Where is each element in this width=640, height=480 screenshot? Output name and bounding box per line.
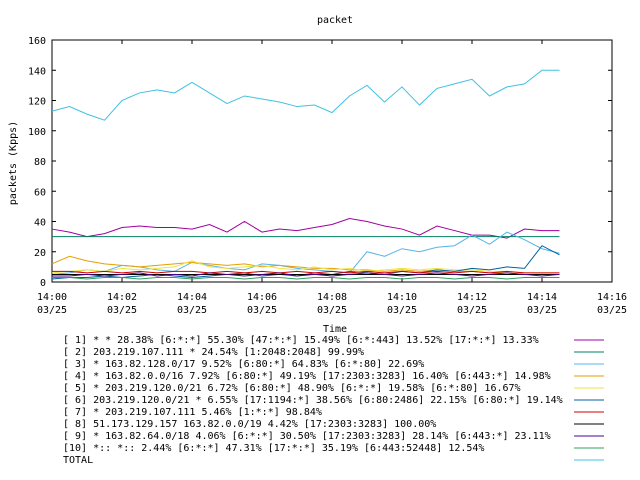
legend-entry-label: [ 6] 203.219.120.0/21 * 6.55% [17:1194:*… <box>63 395 563 406</box>
series-line <box>51 69 560 121</box>
x-tick-label-date: 03/25 <box>317 305 347 316</box>
legend-entry-label: [10] *:: *:: 2.44% [6:*:*] 47.31% [17:*:… <box>63 443 484 454</box>
x-tick-label-time: 14:14 <box>527 292 557 303</box>
y-tick-label: 120 <box>28 97 46 108</box>
y-tick-label: 20 <box>34 248 46 259</box>
x-tick-label-time: 14:02 <box>107 292 137 303</box>
series-line <box>52 270 560 274</box>
x-tick-label-date: 03/25 <box>597 305 627 316</box>
x-tick-label-date: 03/25 <box>107 305 137 316</box>
x-tick-label-time: 14:16 <box>597 292 627 303</box>
legend-entry-label: [ 8] 51.173.129.157 163.82.0.0/19 4.42% … <box>63 419 436 430</box>
y-tick-label: 60 <box>34 187 46 198</box>
x-tick-label-date: 03/25 <box>527 305 557 316</box>
legend-entry-label: [ 5] * 203.219.120.0/21 6.72% [6:80:*] 4… <box>63 383 521 394</box>
y-tick-label: 80 <box>34 157 46 168</box>
series-line <box>52 276 560 280</box>
series-line <box>51 217 560 239</box>
chart-title: packet <box>317 15 353 26</box>
x-tick-label-time: 14:08 <box>317 292 347 303</box>
y-tick-label: 40 <box>34 218 46 229</box>
x-tick-label-time: 14:00 <box>37 292 67 303</box>
x-axis-label: Time <box>323 324 347 335</box>
legend-entry-label: [ 2] 203.219.107.111 * 24.54% [1:2048:20… <box>63 347 364 358</box>
x-tick-label-time: 14:10 <box>387 292 417 303</box>
y-tick-label: 0 <box>40 278 46 289</box>
plot-frame <box>51 39 613 283</box>
legend-entry-label: [ 3] * 163.82.128.0/17 9.52% [6:80:*] 64… <box>63 359 424 370</box>
series-line <box>52 272 560 277</box>
series-line <box>51 260 560 274</box>
legend-entry-label: [ 1] * * 28.38% [6:*:*] 55.30% [47:*:*] … <box>63 335 539 346</box>
y-axis-label: packets (Kpps) <box>8 121 19 205</box>
legend-entry-label: [ 7] * 203.219.107.111 5.46% [1:*:*] 98.… <box>63 407 322 418</box>
y-tick-label: 100 <box>28 127 46 138</box>
x-tick-label-time: 14:04 <box>177 292 207 303</box>
y-tick-label: 140 <box>28 66 46 77</box>
y-tick-label: 160 <box>28 36 46 47</box>
x-tick-label-date: 03/25 <box>247 305 277 316</box>
x-tick-label-time: 14:12 <box>457 292 487 303</box>
legend-entry-label: [ 4] * 163.82.0.0/16 7.92% [6:80:*] 49.1… <box>63 371 551 382</box>
legend-entry-label: TOTAL <box>63 455 93 466</box>
x-tick-label-date: 03/25 <box>37 305 67 316</box>
x-tick-label-date: 03/25 <box>387 305 417 316</box>
legend-entry-label: [ 9] * 163.82.64.0/18 4.06% [6:*:*] 30.5… <box>63 431 551 442</box>
x-tick-label-date: 03/25 <box>457 305 487 316</box>
x-tick-label-time: 14:06 <box>247 292 277 303</box>
x-tick-label-date: 03/25 <box>177 305 207 316</box>
